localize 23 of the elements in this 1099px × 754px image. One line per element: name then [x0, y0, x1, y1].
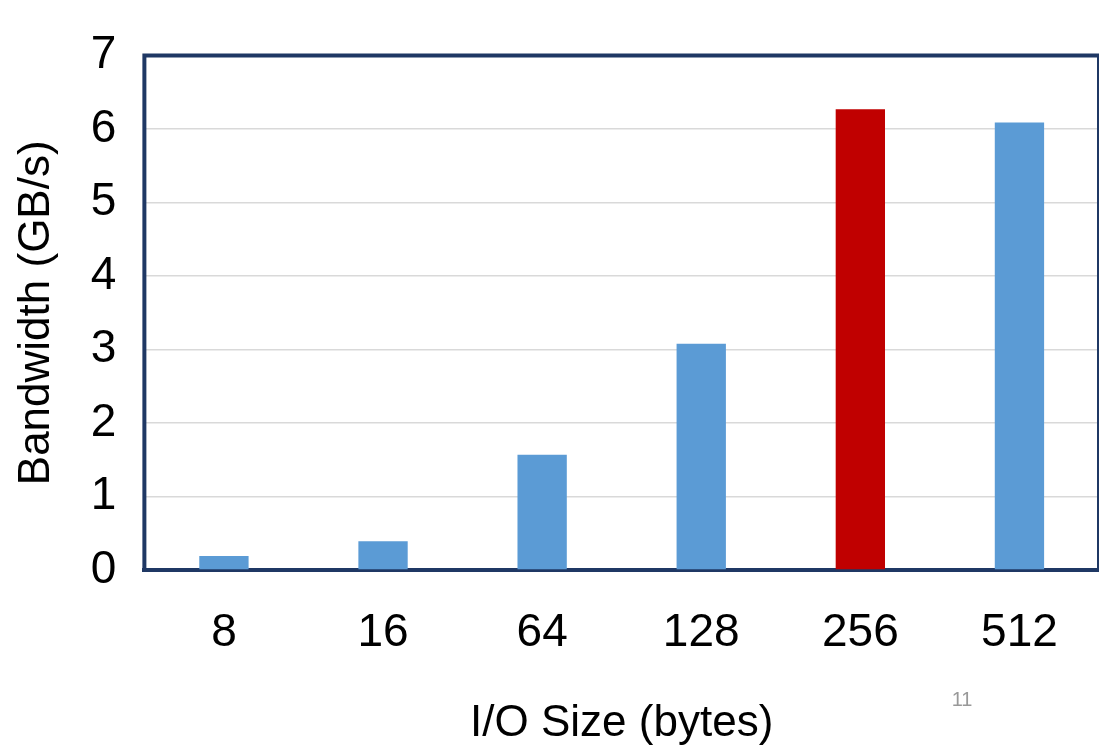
x-axis-title: I/O Size (bytes) — [470, 695, 774, 745]
y-tick-label: 0 — [90, 540, 117, 593]
bar — [994, 122, 1045, 570]
x-tick-label: 64 — [516, 604, 568, 657]
y-tick-label: 7 — [90, 26, 117, 79]
bar — [835, 109, 886, 570]
y-tick-label: 5 — [90, 173, 117, 226]
bar — [517, 454, 567, 570]
y-tick-label: 6 — [90, 99, 117, 152]
bar — [676, 343, 726, 570]
x-tick-label: 512 — [981, 604, 1058, 657]
bar — [199, 556, 249, 570]
x-tick-label: 128 — [662, 604, 740, 657]
x-tick-label: 8 — [211, 604, 237, 657]
text: 11 — [951, 688, 973, 710]
y-tick-label: 2 — [90, 393, 117, 446]
y-tick-label: 4 — [90, 246, 117, 299]
bar — [358, 541, 408, 570]
x-tick-label: 256 — [821, 604, 899, 657]
x-tick-label: 16 — [357, 604, 409, 657]
y-tick-label: 3 — [90, 320, 117, 373]
y-axis-title: Bandwidth (GB/s) — [8, 140, 58, 486]
y-tick-label: 1 — [90, 467, 117, 520]
